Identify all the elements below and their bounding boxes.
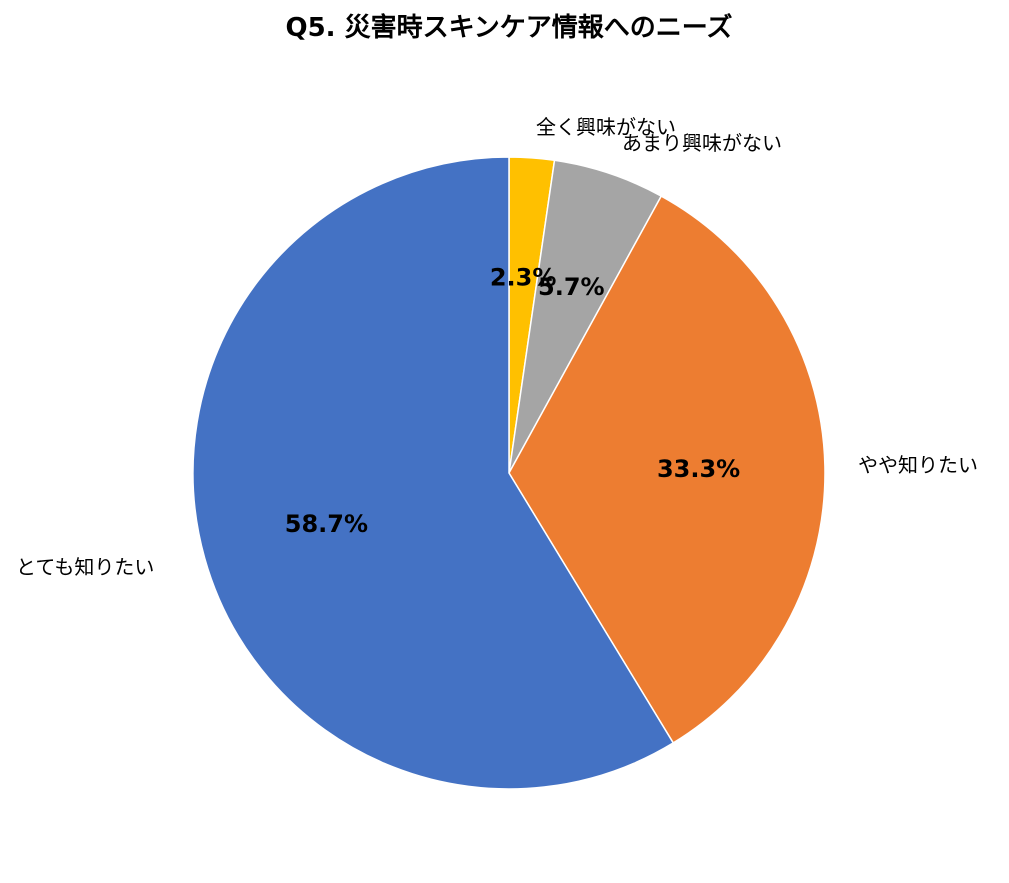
pie-slices <box>192 156 826 790</box>
slice-4-wedge <box>192 156 675 790</box>
chart-title: Q5. 災害時スキンケア情報へのニーズ <box>285 12 732 43</box>
slice-2-percent-label: 5.7% <box>538 273 605 301</box>
slice-4-category-label: とても知りたい <box>16 555 154 579</box>
slice-3-percent-label: 33.3% <box>657 455 740 483</box>
percent-labels: 2.3%5.7% 33.3% 58.7% <box>285 264 740 539</box>
slice-2-category-label: あまり興味がない <box>622 131 782 155</box>
slice-3-wedge <box>508 195 826 744</box>
slice-4-percent-label: 58.7% <box>285 510 368 538</box>
slice-1-category-label: 全く興味がない <box>536 115 676 139</box>
slice-1-percent-label: 2.3% <box>490 264 557 292</box>
slice-3-category-label: やや知りたい <box>858 453 978 477</box>
